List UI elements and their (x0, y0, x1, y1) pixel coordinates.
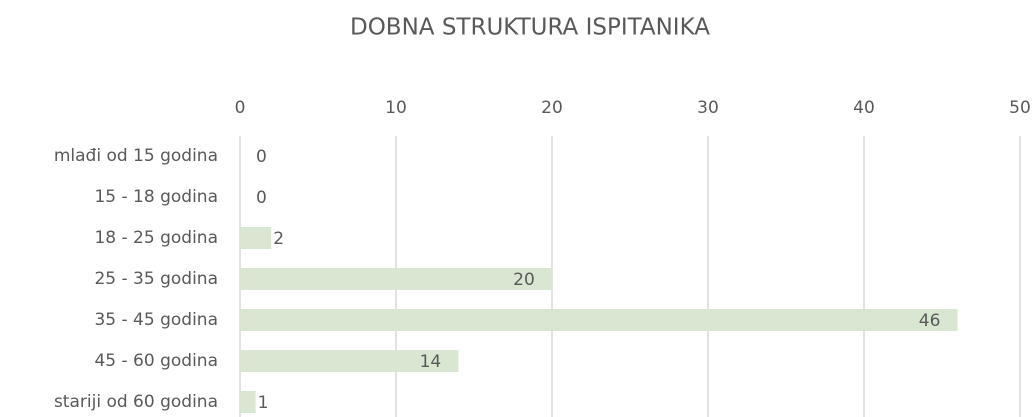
bar (240, 268, 552, 290)
x-tick-label: 10 (385, 98, 407, 118)
bar (240, 350, 459, 372)
data-label: 14 (420, 352, 442, 372)
y-tick-label: 45 - 60 godina (94, 351, 218, 371)
bar (240, 227, 272, 249)
bar (240, 309, 958, 331)
bar (240, 391, 256, 413)
y-tick-label: 35 - 45 godina (94, 310, 218, 330)
y-tick-label: mlađi od 15 godina (54, 146, 218, 166)
data-label: 1 (258, 393, 269, 413)
data-label: 46 (919, 311, 941, 331)
x-tick-label: 30 (697, 98, 719, 118)
y-tick-label: 25 - 35 godina (94, 269, 218, 289)
y-tick-label: 18 - 25 godina (94, 228, 218, 248)
data-label: 0 (256, 147, 267, 167)
y-tick-label: 15 - 18 godina (94, 187, 218, 207)
x-tick-label: 20 (541, 98, 563, 118)
chart-title: DOBNA STRUKTURA ISPITANIKA (350, 15, 710, 41)
x-tick-label: 40 (853, 98, 875, 118)
x-tick-label: 0 (235, 98, 246, 118)
x-tick-label: 50 (1009, 98, 1031, 118)
data-label: 2 (273, 229, 284, 249)
data-label: 20 (513, 270, 535, 290)
data-label: 0 (256, 188, 267, 208)
y-tick-label: stariji od 60 godina (54, 392, 218, 412)
